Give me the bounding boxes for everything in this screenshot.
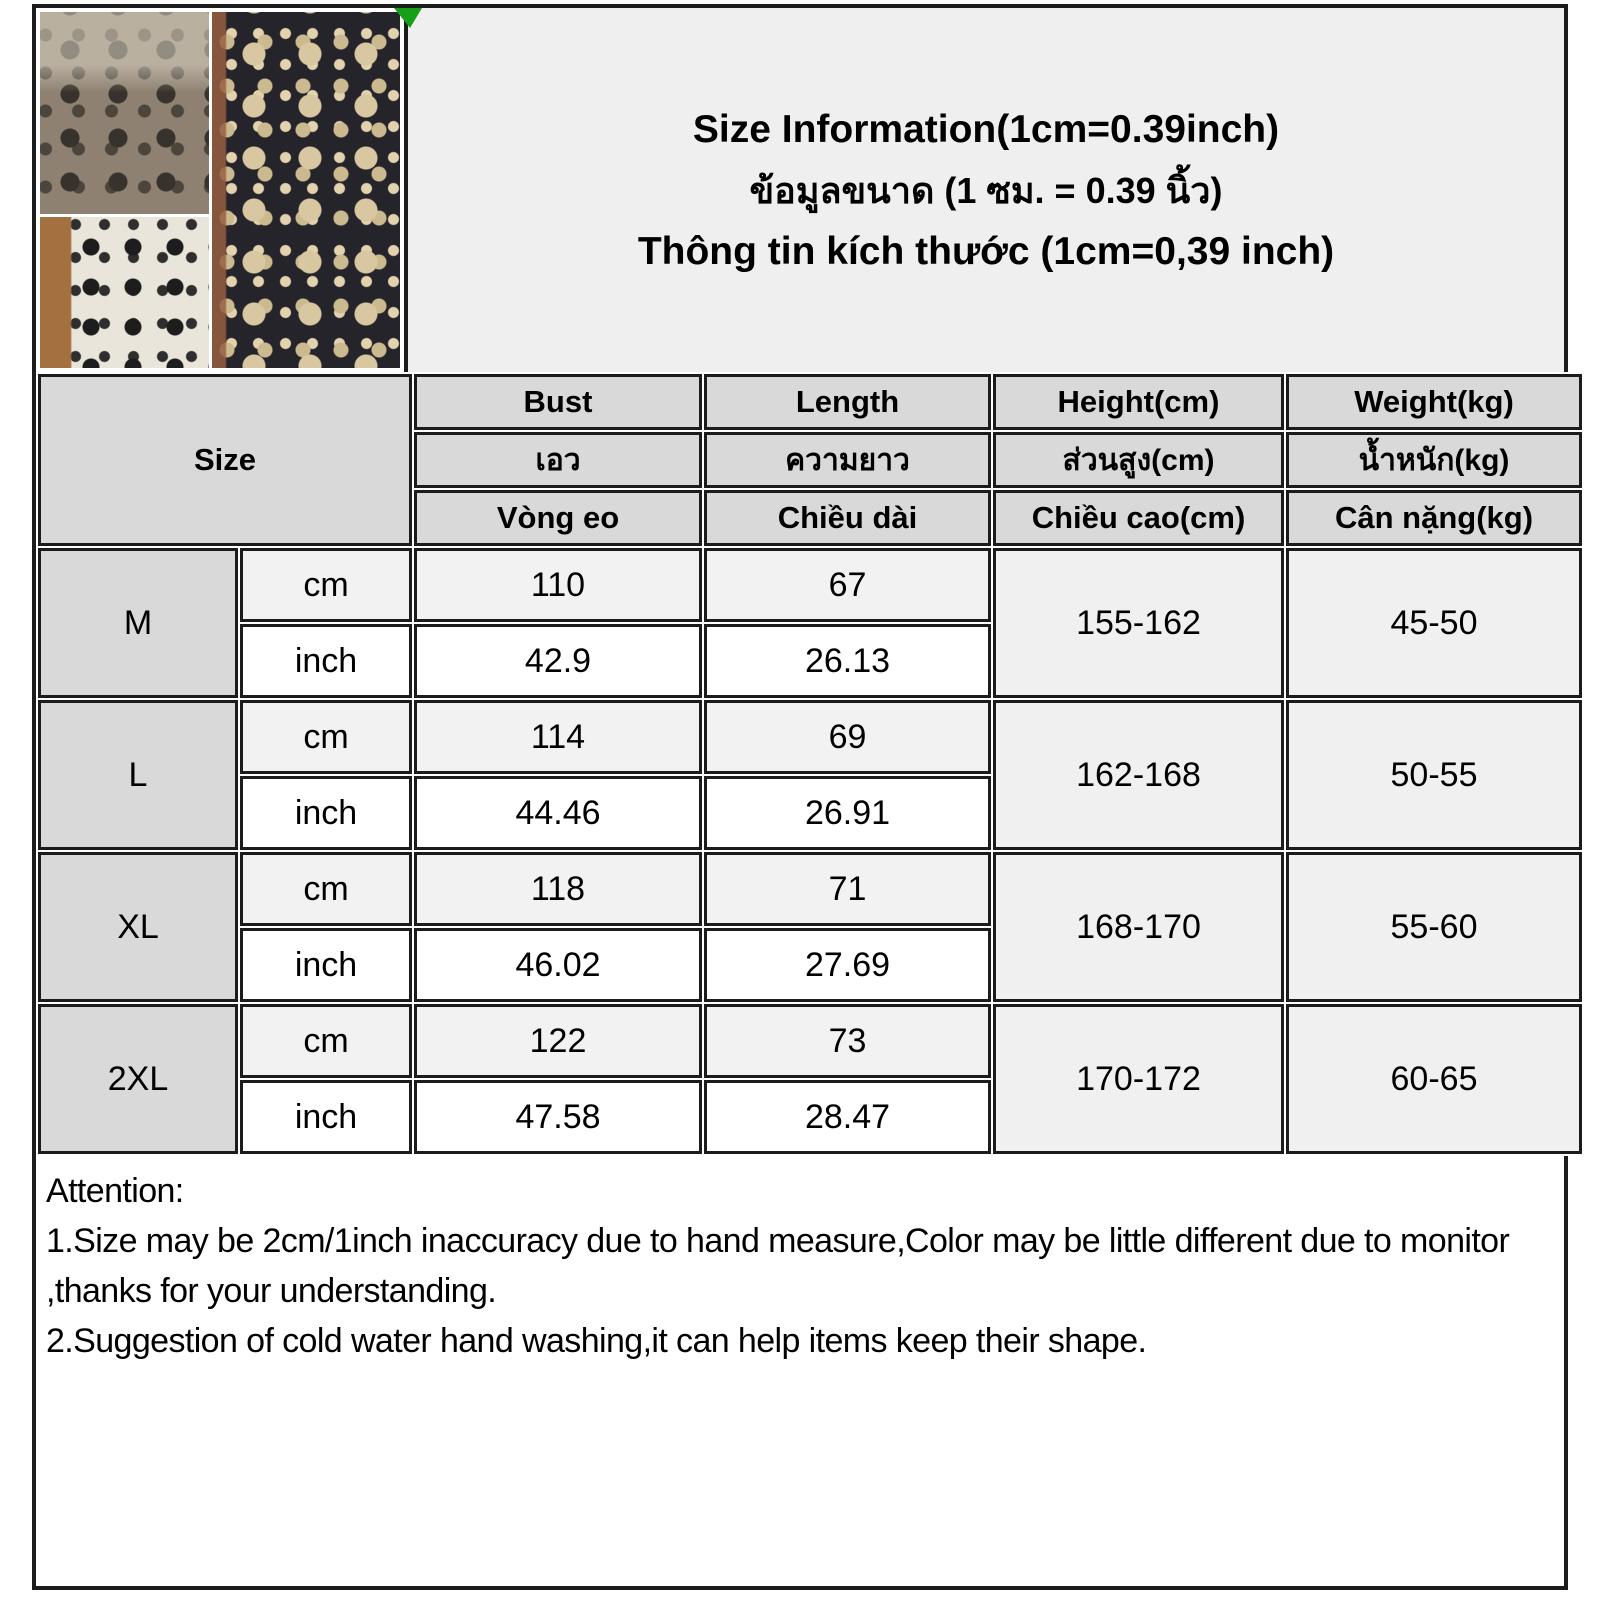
length-l-inch: 26.91 <box>704 776 991 850</box>
length-2xl-cm: 73 <box>704 1004 991 1078</box>
header-row-thai: เอว ความยาว ส่วนสูง(cm) น้ำหนัก(kg) <box>38 432 1582 488</box>
title-thai: ข้อมูลขนาด (1 ซม. = 0.39 นิ้ว) <box>749 169 1223 211</box>
col-header-height-vi: Chiều cao(cm) <box>993 490 1284 546</box>
unit-label-inch: inch <box>240 1080 412 1154</box>
attention-note-1: 1.Size may be 2cm/1inch inaccuracy due t… <box>46 1222 1510 1310</box>
title-english: Size Information(1cm=0.39inch) <box>692 107 1280 151</box>
photo-column-left <box>40 12 209 368</box>
attention-heading: Attention: <box>46 1172 184 1210</box>
col-header-length-vi: Chiều dài <box>704 490 991 546</box>
weight-m: 45-50 <box>1286 548 1582 698</box>
col-header-bust-vi: Vòng eo <box>414 490 702 546</box>
weight-l: 50-55 <box>1286 700 1582 850</box>
length-m-cm: 67 <box>704 548 991 622</box>
content-frame: Size Information(1cm=0.39inch) ข้อมูลขนา… <box>32 4 1584 1590</box>
unit-label-inch: inch <box>240 776 412 850</box>
length-2xl-inch: 28.47 <box>704 1080 991 1154</box>
unit-label-inch: inch <box>240 624 412 698</box>
col-header-length-th: ความยาว <box>704 432 991 488</box>
bust-l-inch: 44.46 <box>414 776 702 850</box>
unit-label-cm: cm <box>240 852 412 926</box>
header-row-vietnamese: Vòng eo Chiều dài Chiều cao(cm) Cân nặng… <box>38 490 1582 546</box>
bust-2xl-inch: 47.58 <box>414 1080 702 1154</box>
attention-note-2: 2.Suggestion of cold water hand washing,… <box>46 1322 1147 1360</box>
col-header-weight-en: Weight(kg) <box>1286 374 1582 430</box>
height-xl: 168-170 <box>993 852 1284 1002</box>
table-row-m-cm: M cm 110 67 155-162 45-50 <box>38 548 1582 698</box>
length-l-cm: 69 <box>704 700 991 774</box>
height-2xl: 170-172 <box>993 1004 1284 1154</box>
col-header-weight-th: น้ำหนัก(kg) <box>1286 432 1582 488</box>
weight-2xl: 60-65 <box>1286 1004 1582 1154</box>
size-information-title-block: Size Information(1cm=0.39inch) ข้อมูลขนา… <box>408 8 1564 372</box>
bust-m-cm: 110 <box>414 548 702 622</box>
size-label-l: L <box>38 700 238 850</box>
table-row-xl-cm: XL cm 118 71 168-170 55-60 <box>38 852 1582 1002</box>
table-row-l-inch: inch 44.46 26.91 <box>38 776 1582 850</box>
unit-label-cm: cm <box>240 1004 412 1078</box>
table-row-2xl-cm: 2XL cm 122 73 170-172 60-65 <box>38 1004 1582 1154</box>
table-row-xl-inch: inch 46.02 27.69 <box>38 928 1582 1002</box>
product-photo-gray-floral-top <box>40 12 209 214</box>
col-header-weight-vi: Cân nặng(kg) <box>1286 490 1582 546</box>
size-label-m: M <box>38 548 238 698</box>
length-m-inch: 26.13 <box>704 624 991 698</box>
attention-block: Attention: 1.Size may be 2cm/1inch inacc… <box>36 1156 1564 1586</box>
weight-xl: 55-60 <box>1286 852 1582 1002</box>
col-header-length-en: Length <box>704 374 991 430</box>
unit-label-cm: cm <box>240 548 412 622</box>
bust-xl-inch: 46.02 <box>414 928 702 1002</box>
col-header-height-en: Height(cm) <box>993 374 1284 430</box>
bust-xl-cm: 118 <box>414 852 702 926</box>
product-photo-white-dot-top <box>40 217 209 368</box>
product-photo-black-floral-top <box>212 12 400 368</box>
green-corner-marker-icon <box>394 8 422 28</box>
table-row-m-inch: inch 42.9 26.13 <box>38 624 1582 698</box>
size-label-xl: XL <box>38 852 238 1002</box>
title-vietnamese: Thông tin kích thước (1cm=0,39 inch) <box>637 229 1335 273</box>
size-table: Size Bust Length Height(cm) Weight(kg) เ… <box>36 372 1584 1156</box>
length-xl-cm: 71 <box>704 852 991 926</box>
col-header-height-th: ส่วนสูง(cm) <box>993 432 1284 488</box>
col-header-bust-th: เอว <box>414 432 702 488</box>
product-photo-collage <box>36 8 422 372</box>
bust-2xl-cm: 122 <box>414 1004 702 1078</box>
bust-l-cm: 114 <box>414 700 702 774</box>
unit-label-inch: inch <box>240 928 412 1002</box>
unit-label-cm: cm <box>240 700 412 774</box>
length-xl-inch: 27.69 <box>704 928 991 1002</box>
height-m: 155-162 <box>993 548 1284 698</box>
height-l: 162-168 <box>993 700 1284 850</box>
table-row-l-cm: L cm 114 69 162-168 50-55 <box>38 700 1582 850</box>
top-band: Size Information(1cm=0.39inch) ข้อมูลขนา… <box>36 8 1564 372</box>
bust-m-inch: 42.9 <box>414 624 702 698</box>
header-row-english: Size Bust Length Height(cm) Weight(kg) <box>38 374 1582 546</box>
col-header-bust-en: Bust <box>414 374 702 430</box>
table-row-2xl-inch: inch 47.58 28.47 <box>38 1080 1582 1154</box>
size-corner-label: Size <box>38 374 412 546</box>
size-label-2xl: 2XL <box>38 1004 238 1154</box>
